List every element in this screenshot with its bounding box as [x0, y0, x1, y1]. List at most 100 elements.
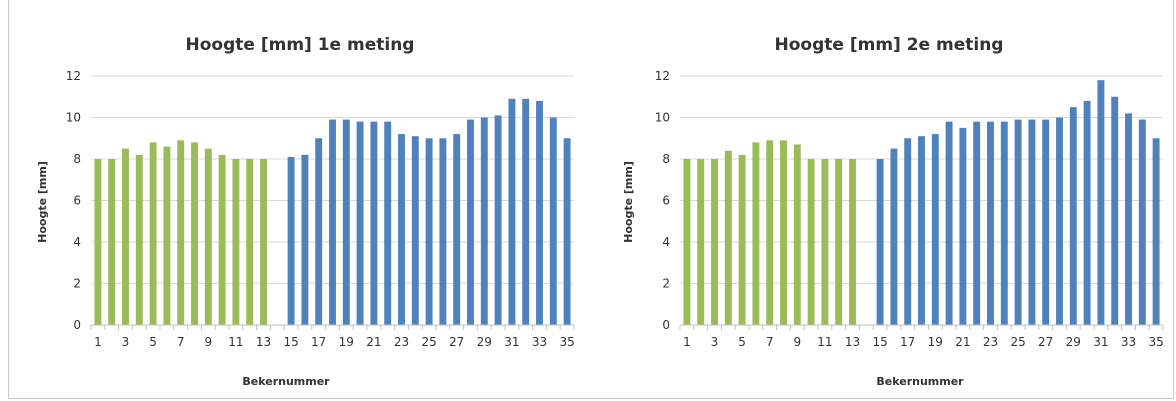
bar-34 [1138, 119, 1146, 325]
bar-26 [439, 138, 447, 325]
x-tick-label: 17 [311, 335, 326, 349]
bar-28 [1056, 117, 1063, 325]
bar-28 [467, 119, 474, 325]
bar-23 [987, 121, 994, 326]
x-tick-label: 11 [228, 335, 243, 349]
y-tick-label: 10 [66, 111, 81, 125]
x-tick-label: 27 [1038, 335, 1053, 349]
x-tick-label: 19 [339, 335, 354, 349]
bar-4 [724, 150, 732, 325]
bar-8 [191, 142, 198, 325]
bar-1 [683, 159, 691, 325]
bar-23 [398, 134, 405, 325]
bar-26 [1028, 119, 1036, 325]
bar-31 [1097, 80, 1105, 326]
x-tick-label: 9 [204, 335, 212, 349]
bar-34 [549, 117, 557, 325]
bar-13 [260, 159, 267, 325]
bar-18 [918, 136, 925, 325]
bar-7 [766, 140, 774, 325]
bar-33 [536, 100, 543, 326]
bar-17 [315, 138, 323, 325]
y-tick-label: 4 [662, 235, 670, 249]
bar-2 [108, 159, 116, 325]
bar-30 [1083, 100, 1091, 326]
bar-15 [876, 159, 884, 325]
bar-35 [1152, 138, 1160, 325]
x-tick-label: 9 [793, 335, 801, 349]
bar-19 [931, 134, 939, 325]
bar-29 [480, 117, 488, 325]
y-tick-label: 8 [662, 152, 670, 166]
y-tick-label: 2 [662, 277, 670, 291]
bar-18 [329, 119, 336, 325]
x-tick-label: 5 [738, 335, 746, 349]
x-tick-label: 19 [928, 335, 943, 349]
x-tick-label: 35 [559, 335, 574, 349]
bar-32 [522, 98, 530, 325]
x-tick-label: 25 [421, 335, 436, 349]
y-tick-label: 4 [73, 235, 81, 249]
bar-35 [563, 138, 571, 325]
bar-21 [370, 121, 378, 326]
bar-31 [508, 98, 516, 325]
y-tick-label: 10 [655, 111, 670, 125]
bar-1 [94, 159, 102, 325]
bar-13 [849, 159, 856, 325]
bar-10 [218, 154, 226, 325]
y-tick-label: 0 [662, 318, 670, 332]
bar-17 [904, 138, 912, 325]
x-tick-label: 15 [283, 335, 298, 349]
x-tick-label: 7 [766, 335, 774, 349]
chart-panel-1: Hoogte [mm] 1e meting Bekernummer Hoogte… [36, 35, 575, 388]
bar-24 [1000, 121, 1008, 326]
x-tick-label: 23 [983, 335, 998, 349]
bar-32 [1111, 96, 1119, 325]
bar-20 [356, 121, 364, 326]
x-tick-label: 17 [900, 335, 915, 349]
bar-27 [1042, 119, 1050, 325]
x-tick-label: 25 [1010, 335, 1025, 349]
bar-5 [738, 154, 746, 325]
bar-3 [711, 159, 718, 325]
bar-16 [890, 148, 898, 325]
chart-1e-meting: Hoogte [mm] 1e meting Bekernummer Hoogte… [36, 35, 575, 388]
bar-11 [232, 159, 240, 325]
bar-6 [163, 146, 171, 325]
bar-12 [835, 159, 843, 325]
x-tick-label: 27 [449, 335, 464, 349]
y-tick-label: 2 [73, 277, 81, 291]
x-tick-label: 21 [366, 335, 381, 349]
x-tick-label: 29 [477, 335, 492, 349]
bar-25 [1014, 119, 1022, 325]
x-axis-title: Bekernummer [242, 375, 330, 388]
bar-5 [149, 142, 157, 325]
x-tick-label: 31 [1093, 335, 1108, 349]
bar-3 [122, 148, 129, 325]
bar-20 [945, 121, 953, 326]
y-tick-label: 6 [662, 194, 670, 208]
bar-30 [494, 115, 502, 325]
bar-33 [1125, 113, 1132, 325]
x-tick-label: 15 [872, 335, 887, 349]
y-tick-label: 12 [66, 69, 81, 83]
bar-15 [287, 156, 295, 325]
y-tick-label: 0 [73, 318, 81, 332]
x-tick-label: 7 [177, 335, 185, 349]
x-tick-label: 5 [149, 335, 157, 349]
bar-19 [342, 119, 350, 325]
bar-9 [793, 144, 801, 325]
x-tick-label: 1 [94, 335, 102, 349]
x-tick-label: 33 [532, 335, 547, 349]
x-tick-label: 11 [817, 335, 832, 349]
bar-4 [135, 154, 143, 325]
x-tick-label: 23 [394, 335, 409, 349]
x-tick-label: 3 [122, 335, 130, 349]
y-axis-title: Hoogte [mm] [622, 161, 635, 243]
x-axis-title: Bekernummer [876, 375, 964, 388]
x-tick-label: 29 [1066, 335, 1081, 349]
bar-22 [384, 121, 392, 326]
